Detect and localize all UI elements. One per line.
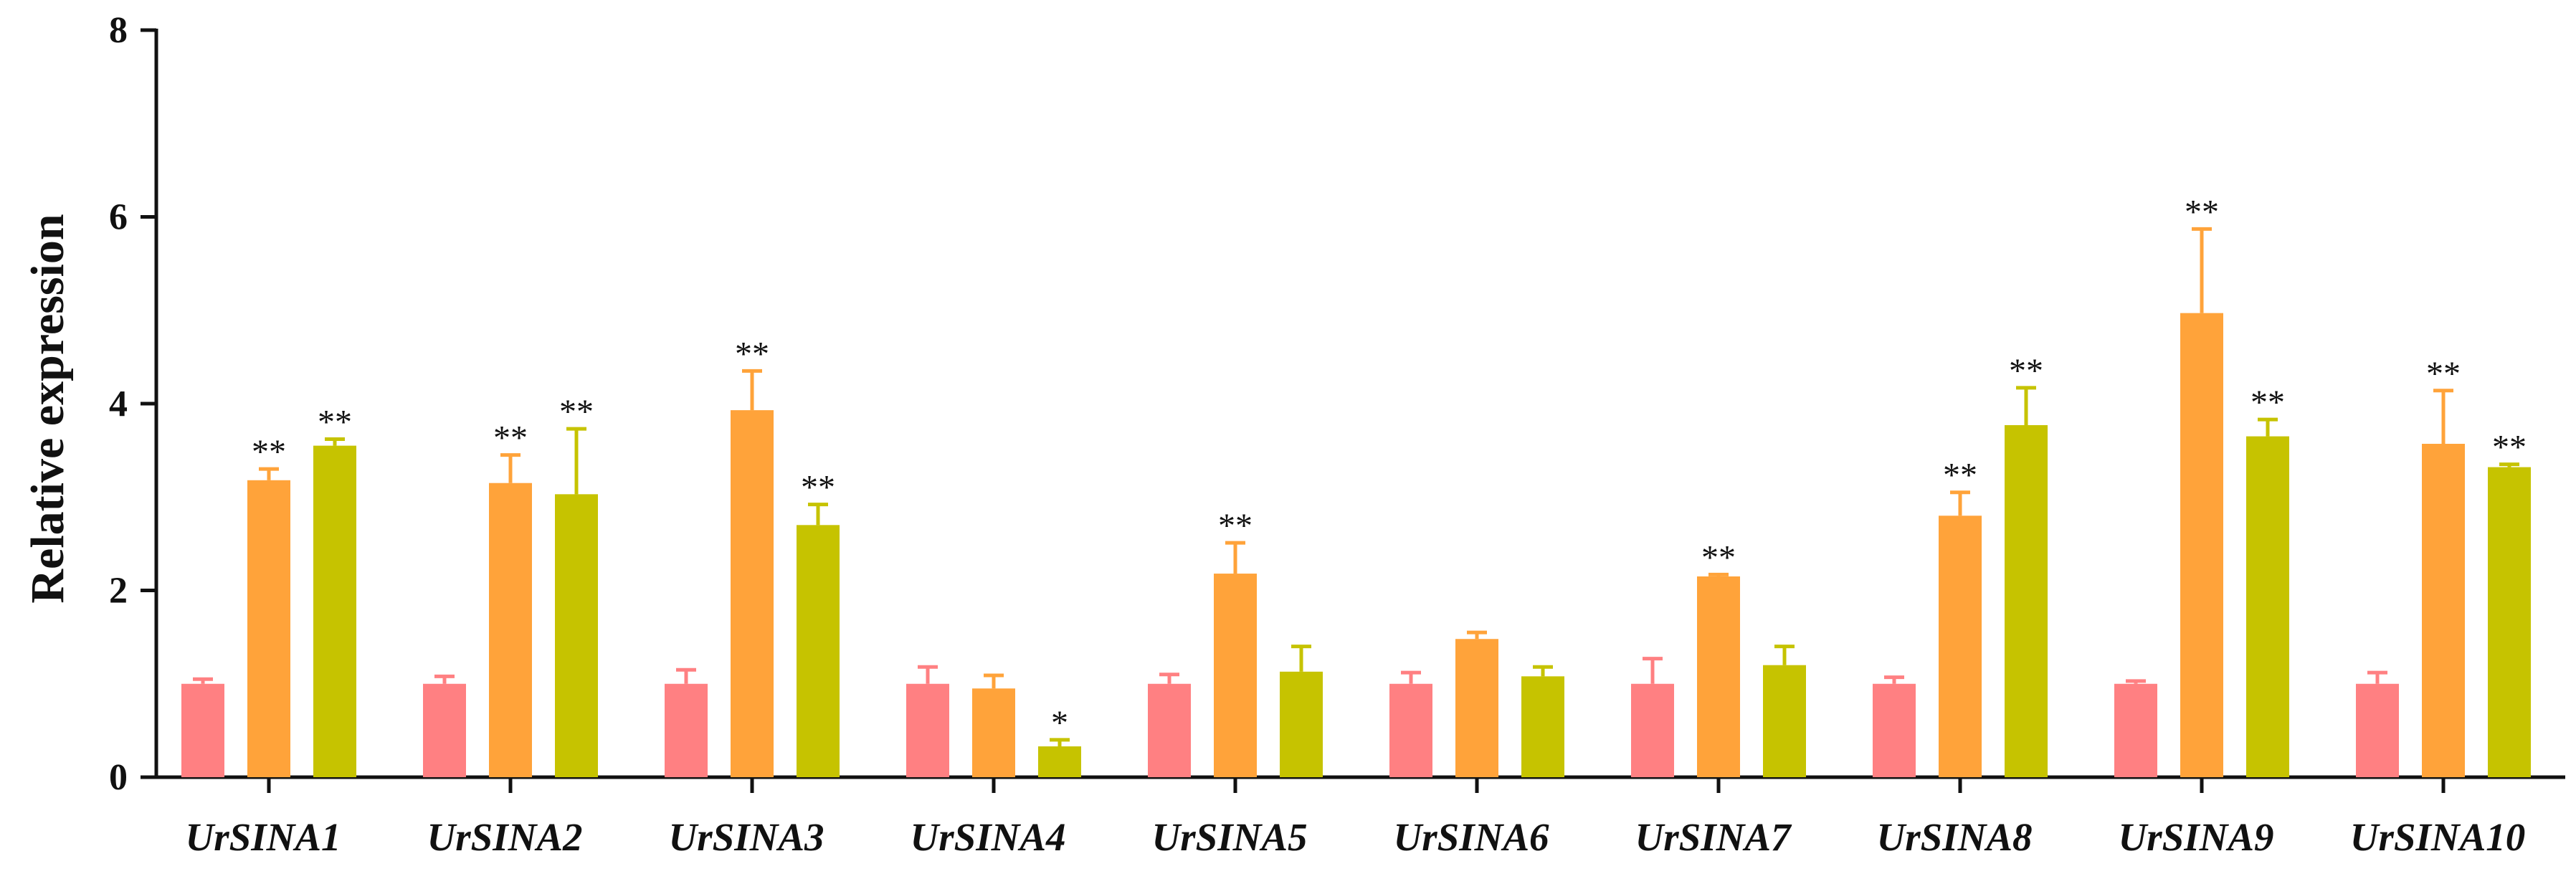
significance-g2-s2: ** [801, 469, 835, 507]
significance-g3-s2: * [1051, 704, 1068, 742]
bar-g8-s0 [2114, 683, 2157, 777]
bar-g1-s2 [555, 494, 598, 777]
bar-g7-s0 [1873, 683, 1916, 777]
significance-g7-s2: ** [2009, 352, 2043, 390]
error-bars-layer [193, 227, 2519, 747]
bar-g3-s2 [1038, 746, 1081, 777]
bar-g6-s1 [1697, 576, 1740, 777]
bar-g4-s1 [1214, 574, 1257, 777]
y-tick-label-1: 2 [109, 571, 128, 612]
significance-g4-s1: ** [1218, 507, 1253, 545]
bars-layer [181, 313, 2531, 778]
x-tick-label-5: UrSINA6 [1393, 815, 1549, 859]
bar-g2-s0 [665, 683, 708, 777]
bar-g5-s2 [1521, 676, 1564, 777]
significance-g0-s1: ** [252, 433, 286, 471]
bar-g1-s1 [489, 483, 532, 777]
x-tick-label-3: UrSINA4 [910, 815, 1065, 859]
significance-g0-s2: ** [318, 403, 352, 441]
bar-g7-s2 [2005, 424, 2048, 777]
bar-g9-s1 [2422, 444, 2465, 777]
x-tick-label-6: UrSINA7 [1635, 815, 1792, 859]
bar-g3-s1 [972, 688, 1015, 777]
y-tick-label-0: 0 [109, 757, 128, 798]
bar-g0-s0 [181, 683, 224, 777]
y-axis-title: Relative expression [22, 214, 74, 603]
bar-g2-s1 [731, 410, 774, 777]
bar-g4-s0 [1148, 683, 1191, 777]
y-tick-label-3: 6 [109, 197, 128, 238]
x-tick-label-2: UrSINA3 [668, 815, 824, 859]
y-tick-label-4: 8 [109, 10, 128, 51]
bar-g7-s1 [1939, 515, 1982, 777]
x-axis: UrSINA1 UrSINA2 UrSINA3 UrSINA4 UrSINA5 UrSIN… [155, 775, 2565, 859]
bar-g5-s0 [1389, 683, 1432, 777]
y-axis: 0 2 4 6 8 [109, 10, 158, 798]
significance-g2-s1: ** [735, 335, 769, 373]
bar-g6-s2 [1763, 665, 1806, 777]
significance-g1-s1: ** [493, 419, 528, 457]
bar-g3-s0 [906, 683, 949, 777]
x-tick-label-8: UrSINA9 [2118, 815, 2273, 859]
y-tick-label-2: 4 [109, 384, 128, 424]
bar-g0-s2 [313, 445, 356, 777]
bar-g5-s1 [1455, 639, 1498, 777]
bar-g4-s2 [1280, 671, 1323, 777]
x-tick-label-9: UrSINA10 [2350, 815, 2526, 859]
bar-g8-s2 [2246, 436, 2289, 777]
bar-g0-s1 [247, 480, 290, 777]
bar-g8-s1 [2180, 313, 2223, 778]
x-tick-label-4: UrSINA5 [1151, 815, 1307, 859]
bar-g6-s0 [1631, 683, 1674, 777]
x-tick-label-1: UrSINA2 [427, 815, 582, 859]
bar-g9-s2 [2488, 467, 2531, 777]
significance-g6-s1: ** [1701, 538, 1736, 576]
significance-g7-s1: ** [1943, 457, 1977, 495]
bar-g2-s2 [797, 525, 840, 777]
significance-g9-s2: ** [2492, 429, 2527, 467]
x-tick-label-0: UrSINA1 [185, 815, 341, 859]
significance-g8-s1: ** [2185, 193, 2219, 231]
significance-g9-s1: ** [2426, 355, 2461, 393]
bar-g1-s0 [423, 683, 466, 777]
significance-g1-s2: ** [559, 393, 594, 431]
x-tick-label-7: UrSINA8 [1876, 815, 2032, 859]
significance-g8-s2: ** [2251, 384, 2285, 422]
bar-g9-s0 [2356, 683, 2399, 777]
significance-layer: **** ************************* [252, 193, 2527, 741]
